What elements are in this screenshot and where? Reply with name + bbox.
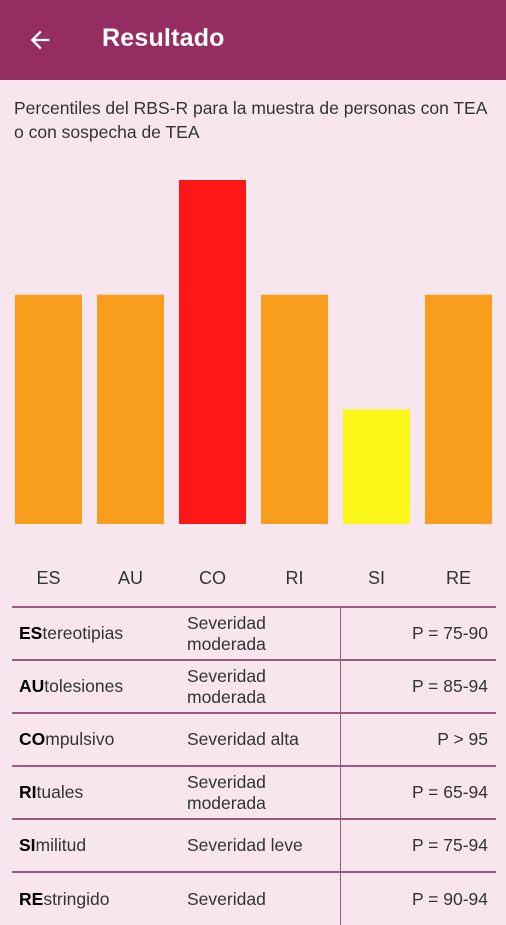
scale-name-rest: tereotipias [42, 623, 124, 643]
x-tick-label: AU [118, 568, 143, 588]
scale-name: REstringido [12, 872, 187, 925]
table-row: RItuales Severidad moderada P = 65-94 [12, 766, 496, 819]
bar-si [343, 409, 410, 524]
scale-name: COmpulsivo [12, 713, 187, 766]
scale-name-rest: militud [35, 835, 87, 855]
percentile-value: P = 90-94 [411, 888, 488, 909]
chart-subtitle: Percentiles del RBS-R para la muestra de… [14, 98, 487, 142]
scale-abbrev: RE [19, 888, 44, 909]
x-tick-label: RI [286, 568, 304, 588]
scale-name-rest: tolesiones [44, 676, 124, 696]
table-row: EStereotipias Severidad moderada P = 75-90 [12, 607, 496, 660]
bar-re [425, 294, 492, 524]
arrow-back-icon[interactable] [26, 26, 54, 54]
bar-co [179, 180, 246, 524]
scale-abbrev: RI [19, 782, 37, 802]
percentile-value: P > 95 [437, 729, 488, 749]
scale-name-rest: mpulsivo [45, 729, 115, 749]
page-title: Resultado [102, 24, 225, 52]
percentile-value: P = 65-94 [411, 782, 488, 802]
bar-chart: ES AU CO RI SI RE [15, 180, 492, 588]
scale-name: AUtolesiones [12, 660, 187, 713]
severity-label: Severidad [187, 872, 341, 925]
scale-name-rest: stringido [43, 888, 110, 909]
table-row: COmpulsivo Severidad alta P > 95 [12, 713, 496, 766]
x-tick-label: ES [36, 568, 60, 588]
x-tick-label: CO [199, 568, 226, 588]
table-row: REstringido Severidad P = 90-94 [12, 872, 496, 925]
scale-abbrev: CO [19, 729, 46, 749]
scale-abbrev: ES [19, 623, 43, 643]
x-tick-label: SI [368, 568, 385, 588]
severity-label: Severidad leve [187, 819, 341, 872]
severity-label: Severidad alta [187, 713, 341, 766]
scale-name: EStereotipias [12, 607, 187, 660]
bar-ri [261, 294, 328, 524]
scale-abbrev: SI [19, 835, 36, 855]
severity-label: Severidad moderada [187, 766, 341, 819]
bar-es [15, 294, 82, 524]
results-table: EStereotipias Severidad moderada P = 75-90… [12, 606, 496, 925]
severity-label: Severidad moderada [187, 660, 341, 713]
table-row: AUtolesiones Severidad moderada P = 85-94 [12, 660, 496, 713]
bar-au [97, 294, 164, 524]
scale-name-rest: tuales [36, 782, 84, 802]
scale-name: RItuales [12, 766, 187, 819]
table-row: SImilitud Severidad leve P = 75-94 [12, 819, 496, 872]
percentile-value: P = 75-94 [411, 835, 488, 855]
severity-label: Severidad moderada [187, 607, 341, 660]
percentile-value: P = 75-90 [411, 623, 488, 643]
app-bar: Resultado [0, 0, 506, 80]
scale-name: SImilitud [12, 819, 187, 872]
x-tick-label: RE [446, 568, 471, 588]
scale-abbrev: AU [19, 676, 45, 696]
percentile-value: P = 85-94 [411, 676, 488, 696]
